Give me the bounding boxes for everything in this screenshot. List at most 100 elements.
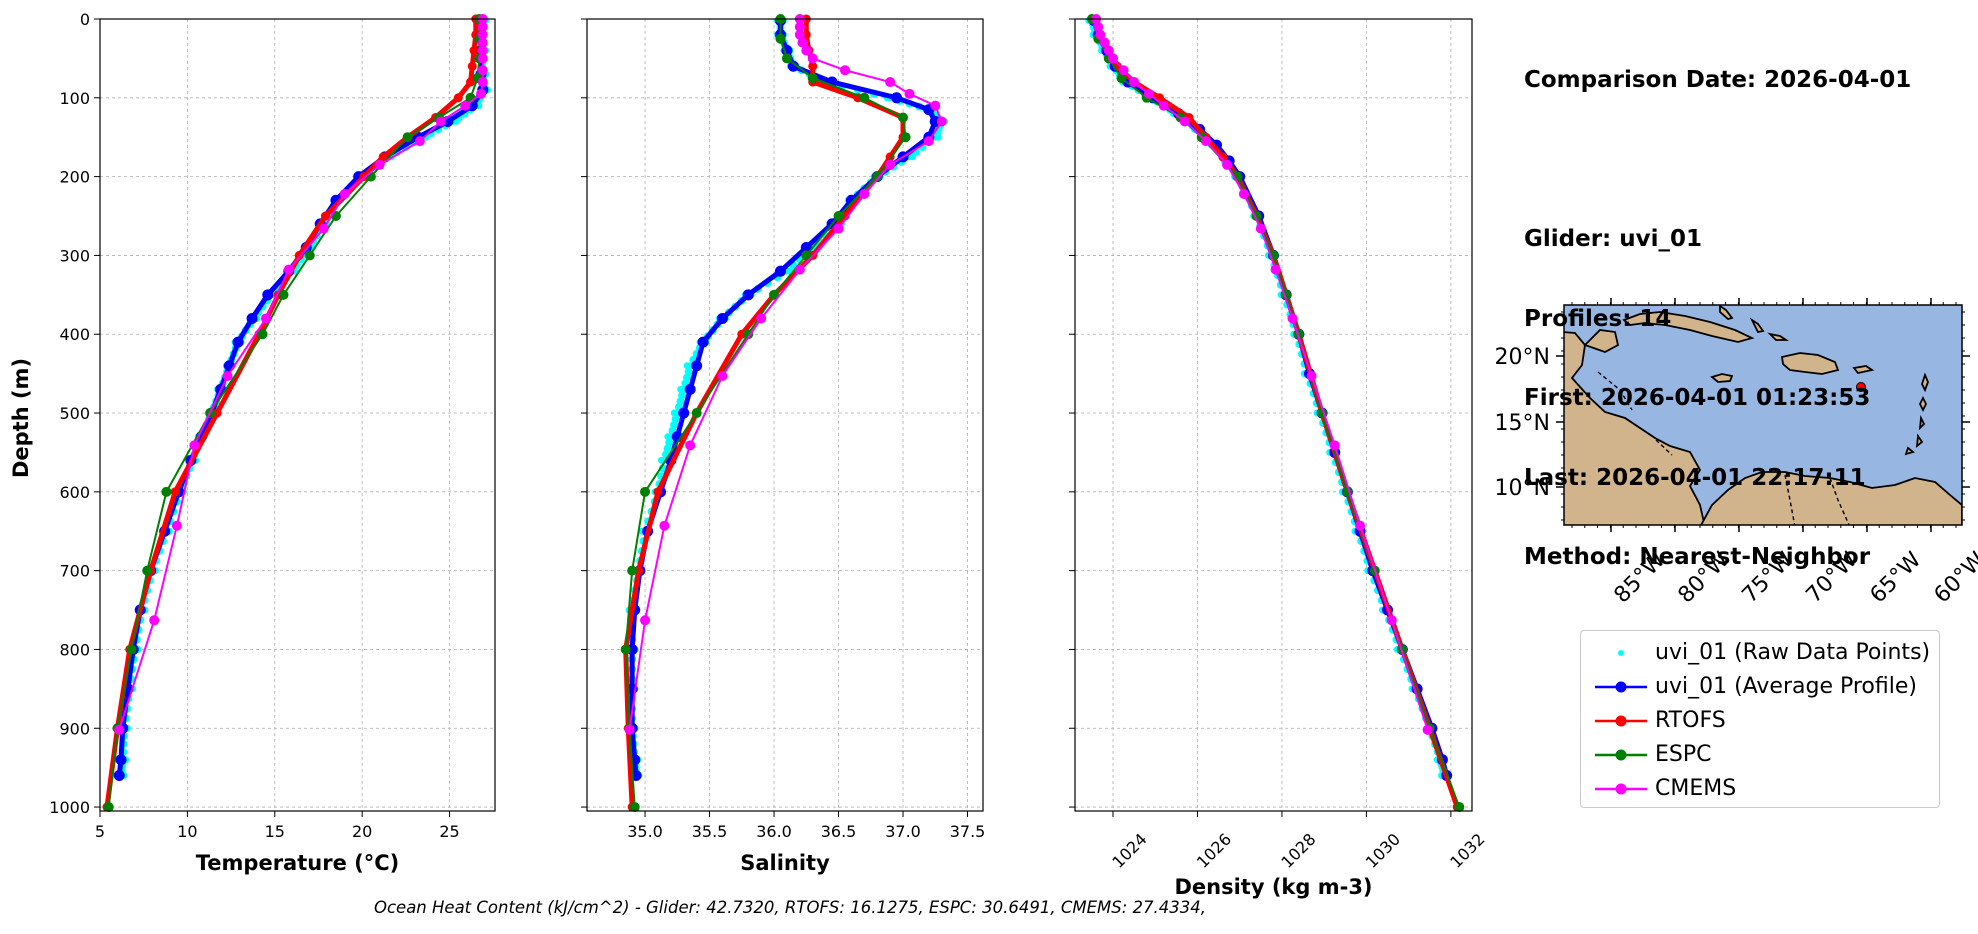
data-point (653, 487, 663, 497)
data-point (402, 132, 413, 143)
data-point (1118, 65, 1129, 76)
x-axis-label: Temperature (°C) (196, 851, 399, 875)
data-point (885, 159, 896, 170)
data-point (1454, 802, 1465, 813)
data-point (320, 211, 330, 221)
series-uvi-01-raw-data-points (114, 17, 492, 780)
data-point (923, 136, 934, 147)
data-point (477, 45, 488, 56)
raw-data-point (908, 153, 916, 161)
x-tick-label: 25 (439, 822, 459, 841)
map-lat-label: 10°N (1495, 476, 1550, 501)
data-point (1355, 520, 1366, 531)
first-time: First: 2026-04-01 01:23:53 (1524, 385, 1871, 411)
data-point (808, 61, 818, 71)
x-tick-label: 1024 (1108, 830, 1150, 872)
data-point (629, 802, 640, 813)
data-point (246, 312, 258, 324)
x-tick-label: 36.0 (756, 822, 792, 841)
profile-panel-2: 1024 1026 1028 1030 1032 Density (kg m-3) (1069, 14, 1489, 899)
data-point (1143, 88, 1154, 99)
data-point (257, 329, 268, 340)
axes-frame (99, 18, 496, 812)
data-point (697, 336, 709, 348)
data-point (1103, 45, 1114, 56)
data-point (801, 45, 812, 56)
x-tick-label: 35.0 (627, 822, 663, 841)
data-point (859, 188, 870, 199)
data-point (1200, 136, 1211, 147)
legend-item-rtofs: RTOFS (1581, 707, 1939, 735)
data-point (1255, 223, 1266, 234)
data-point (659, 520, 670, 531)
profile-panel-0: 5 10 15 20 25 0 100 200 300 400 500 600 700 800 900 100… (49, 10, 496, 875)
series-uvi-01-raw-data-points (625, 17, 949, 780)
grid (99, 18, 495, 811)
data-point (318, 223, 329, 234)
method: Method: Nearest-Neighbor (1524, 544, 1871, 570)
data-point (691, 408, 702, 419)
data-point (460, 100, 471, 111)
data-point (261, 313, 272, 324)
data-point (477, 37, 488, 48)
series-uvi-01-average-profile (626, 15, 941, 782)
data-point (936, 116, 947, 127)
data-point (466, 77, 476, 87)
x-tick-label: 1030 (1362, 830, 1404, 872)
data-point (378, 152, 388, 162)
series-line (628, 19, 943, 730)
legend-label: uvi_01 (Raw Data Points) (1655, 640, 1931, 665)
x-tick-label: 15 (265, 822, 285, 841)
data-point (1116, 73, 1127, 84)
series-line (629, 20, 938, 776)
data-point (126, 644, 137, 655)
data-point (1329, 440, 1340, 451)
x-tick-label: 5 (95, 822, 105, 841)
axes-frame (586, 18, 984, 812)
data-point (898, 112, 909, 123)
data-point (716, 312, 728, 324)
data-point (189, 440, 200, 451)
series-espc (620, 14, 911, 813)
data-point (283, 264, 294, 275)
data-point (374, 159, 385, 170)
raw-data-point (934, 133, 942, 141)
data-point (1099, 37, 1110, 48)
series-cmems (1091, 14, 1433, 735)
series-cmems (114, 14, 488, 735)
data-point (797, 37, 808, 48)
legend-label: ESPC (1655, 742, 1712, 767)
data-point (339, 188, 350, 199)
data-point (149, 615, 160, 626)
data-point (171, 520, 182, 531)
data-point (839, 65, 850, 76)
data-point (477, 29, 488, 40)
y-tick-label: 600 (59, 483, 90, 502)
x-tick-label: 37.5 (950, 822, 986, 841)
series-uvi-01-average-profile (1088, 15, 1453, 782)
data-point (787, 60, 799, 72)
data-point (904, 88, 915, 99)
x-tick-label: 1026 (1193, 830, 1235, 872)
data-point (115, 754, 127, 766)
series-uvi-01-raw-data-points (1085, 17, 1452, 780)
y-tick-label: 200 (59, 168, 90, 187)
data-point (477, 21, 488, 32)
data-point (872, 171, 883, 182)
data-point (113, 770, 125, 782)
legend-item-raw: uvi_01 (Raw Data Points) (1581, 639, 1939, 667)
data-point (775, 33, 786, 44)
y-tick-label: 900 (59, 719, 90, 738)
series-line (624, 19, 907, 808)
data-point (691, 360, 703, 372)
data-point (781, 53, 792, 64)
data-point (477, 53, 488, 64)
data-point (1238, 188, 1249, 199)
data-point (769, 289, 780, 300)
data-point (684, 383, 696, 395)
x-tick-label: 36.5 (821, 822, 857, 841)
y-tick-label: 1000 (49, 798, 90, 817)
x-axis-label: Density (kg m-3) (1174, 875, 1372, 899)
x-tick-label: 20 (352, 822, 372, 841)
